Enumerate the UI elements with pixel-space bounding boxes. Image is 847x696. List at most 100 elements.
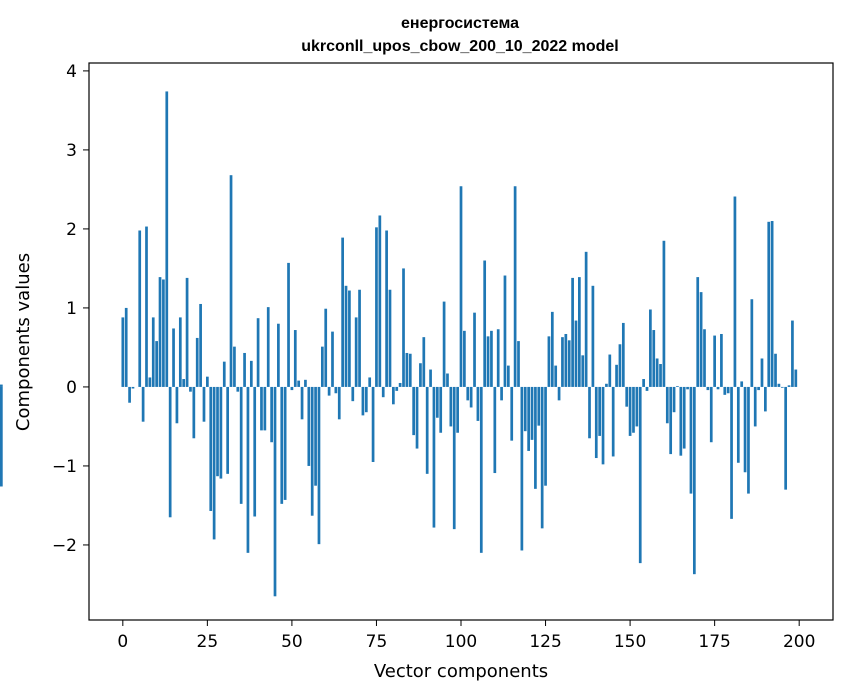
bar: [686, 386, 689, 390]
bar: [635, 386, 639, 427]
bar: [483, 260, 487, 387]
bar: [486, 336, 490, 387]
bar: [307, 386, 311, 466]
bar: [490, 330, 493, 387]
x-tick-label: 0: [117, 632, 128, 652]
bar: [615, 364, 618, 387]
bar: [662, 240, 666, 387]
bar: [233, 346, 236, 387]
bar: [419, 363, 422, 387]
bar: [381, 386, 385, 398]
bar: [151, 317, 155, 387]
bar: [280, 386, 284, 504]
bar: [354, 317, 358, 387]
bar: [621, 322, 625, 387]
bar: [659, 364, 662, 387]
bar: [510, 386, 514, 441]
bar: [777, 383, 781, 387]
bar: [645, 386, 649, 391]
bar: [544, 386, 547, 486]
bar: [334, 386, 338, 394]
bar: [317, 386, 321, 545]
bar: [757, 386, 760, 391]
bar: [202, 386, 206, 422]
x-tick-label: 125: [529, 632, 561, 652]
bar: [574, 320, 578, 387]
bar: [270, 386, 273, 443]
bar: [723, 386, 727, 395]
bar: [709, 386, 713, 443]
bar: [733, 196, 737, 387]
bar: [239, 386, 243, 504]
bar: [162, 279, 165, 387]
bar: [500, 386, 503, 401]
bar: [277, 323, 280, 387]
bar: [256, 318, 260, 387]
bar: [594, 386, 598, 459]
bar: [608, 354, 612, 387]
bar: [361, 386, 365, 416]
bar: [432, 386, 436, 528]
bar: [578, 277, 581, 387]
bar: [185, 277, 189, 387]
bar: [527, 386, 530, 451]
bar: [314, 386, 317, 486]
bar: [216, 386, 219, 477]
bar: [243, 352, 246, 387]
bar: [625, 386, 629, 407]
bar: [703, 329, 706, 387]
bar: [767, 221, 771, 387]
bar: [378, 215, 382, 387]
bar: [561, 337, 564, 387]
bar: [642, 379, 645, 387]
bar: [550, 311, 554, 387]
bar: [503, 275, 507, 387]
bar: [287, 262, 290, 387]
bar: [476, 386, 480, 421]
bar: [310, 386, 314, 516]
bar: [189, 386, 192, 392]
bar: [513, 186, 517, 387]
bar: [713, 335, 716, 387]
bar: [324, 308, 328, 387]
bar: [263, 386, 267, 431]
bar: [425, 386, 429, 474]
bar: [557, 386, 561, 401]
bar: [141, 386, 145, 422]
bar: [283, 386, 287, 500]
bar: [395, 386, 399, 391]
bar: [165, 91, 169, 387]
bar: [375, 227, 378, 387]
bar: [222, 361, 226, 387]
bar: [581, 355, 585, 387]
bar: [692, 386, 696, 575]
bar: [459, 186, 463, 387]
bar: [439, 386, 443, 433]
bar: [452, 386, 456, 530]
bar: [632, 386, 635, 433]
bar: [182, 379, 186, 387]
bar: [195, 337, 199, 387]
bar: [493, 386, 497, 474]
y-tick-label: 1: [66, 299, 77, 319]
bar: [537, 386, 541, 426]
bar: [567, 340, 571, 387]
x-tick-label: 50: [281, 632, 303, 652]
bar: [540, 386, 544, 529]
bar: [266, 307, 270, 387]
bar: [297, 380, 301, 387]
y-tick-label: −2: [52, 536, 77, 556]
bar: [655, 358, 659, 387]
bar: [784, 386, 788, 490]
bar: [199, 303, 202, 387]
bar: [300, 386, 304, 420]
bar: [774, 353, 777, 387]
bar: [730, 386, 733, 519]
bar: [260, 386, 263, 431]
bar: [720, 333, 723, 387]
bar: [435, 386, 439, 418]
bar: [736, 386, 740, 463]
bar: [348, 290, 351, 387]
bar: [676, 386, 679, 387]
